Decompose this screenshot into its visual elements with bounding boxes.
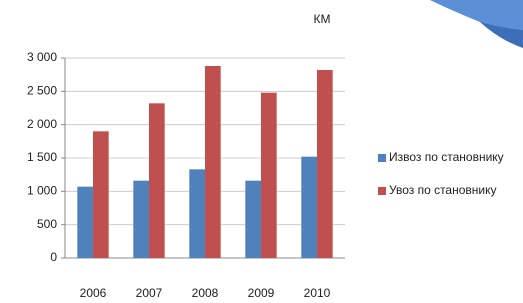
legend-swatch [378, 154, 386, 162]
y-tick-label: 1 500 [27, 150, 57, 164]
y-tick-label: 2 000 [27, 117, 57, 131]
legend-label: Увоз по становнику [389, 183, 497, 197]
x-tick-label: 2007 [136, 286, 163, 300]
y-tick-label: 3 000 [27, 50, 57, 64]
legend-swatch [378, 187, 386, 195]
bar [93, 131, 109, 258]
chart: КМ 0 500 1 000 1 500 2 000 2 500 3 000 2006 2007… [0, 0, 523, 303]
y-tick-label: 0 [50, 250, 57, 264]
y-tick-label: 1 000 [27, 184, 57, 198]
bar [189, 169, 205, 258]
bar [149, 103, 165, 258]
bar [205, 66, 221, 258]
x-tick-label: 2008 [192, 286, 219, 300]
y-tick-label: 500 [37, 217, 57, 231]
legend-label: Извоз по становнику [389, 150, 504, 164]
x-tick-label: 2009 [248, 286, 275, 300]
bar [317, 70, 333, 258]
bar [245, 181, 261, 258]
unit-label: КМ [314, 12, 331, 26]
bar [133, 181, 149, 258]
bar [77, 187, 93, 258]
y-tick-label: 2 500 [27, 84, 57, 98]
x-tick-label: 2010 [304, 286, 331, 300]
bar [301, 157, 317, 258]
x-tick-label: 2006 [80, 286, 107, 300]
bar [261, 93, 277, 258]
